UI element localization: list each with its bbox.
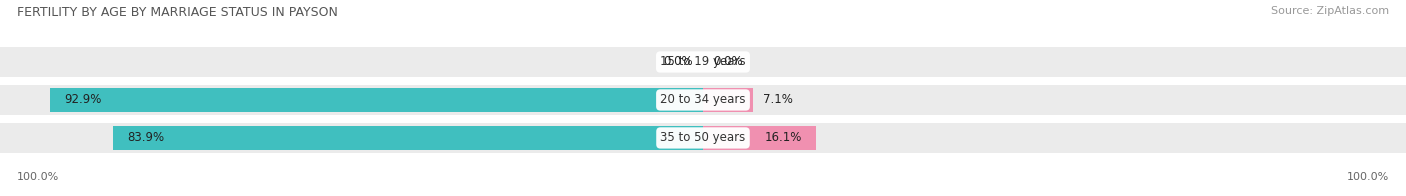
- Text: 0.0%: 0.0%: [662, 55, 693, 68]
- Text: 100.0%: 100.0%: [17, 172, 59, 182]
- Bar: [0, 47, 703, 77]
- Bar: [703, 88, 754, 112]
- Text: 92.9%: 92.9%: [63, 93, 101, 106]
- Text: 0.0%: 0.0%: [713, 55, 744, 68]
- Text: Source: ZipAtlas.com: Source: ZipAtlas.com: [1271, 6, 1389, 16]
- Text: 83.9%: 83.9%: [127, 132, 165, 144]
- Bar: [703, 123, 1406, 152]
- Bar: [112, 126, 703, 150]
- Bar: [0, 123, 703, 152]
- Bar: [703, 85, 1406, 115]
- Bar: [703, 126, 815, 150]
- Bar: [49, 88, 703, 112]
- Text: 100.0%: 100.0%: [1347, 172, 1389, 182]
- Text: 15 to 19 years: 15 to 19 years: [661, 55, 745, 68]
- Text: FERTILITY BY AGE BY MARRIAGE STATUS IN PAYSON: FERTILITY BY AGE BY MARRIAGE STATUS IN P…: [17, 6, 337, 19]
- Text: 7.1%: 7.1%: [763, 93, 793, 106]
- Text: 16.1%: 16.1%: [765, 132, 801, 144]
- Text: 35 to 50 years: 35 to 50 years: [661, 132, 745, 144]
- Text: 20 to 34 years: 20 to 34 years: [661, 93, 745, 106]
- Bar: [703, 47, 1406, 77]
- Bar: [0, 85, 703, 115]
